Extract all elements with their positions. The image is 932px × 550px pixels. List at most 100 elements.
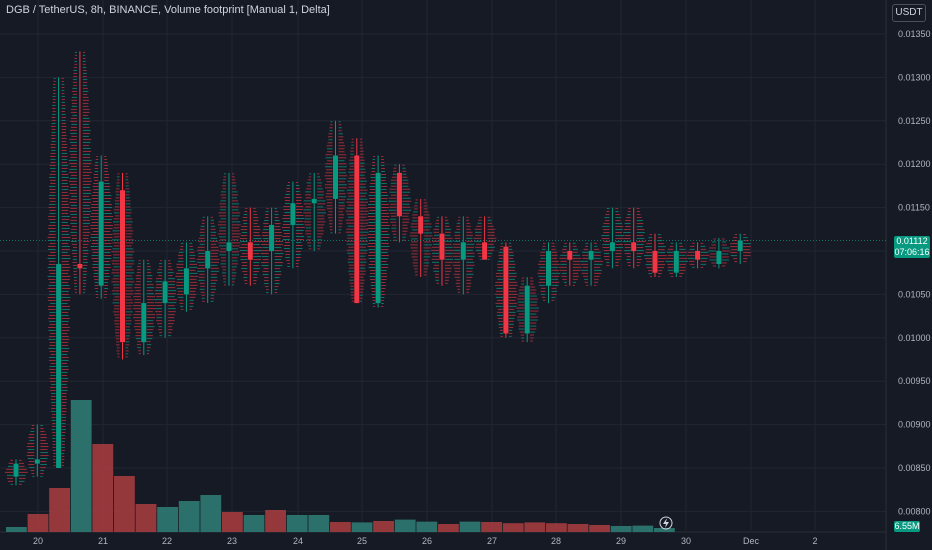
price-tick-label: 0.00900: [898, 420, 931, 430]
candle-body: [183, 268, 189, 295]
time-tick-label: 28: [551, 536, 561, 546]
last-price-value: 0.01112: [896, 236, 928, 246]
time-tick-label: Dec: [743, 536, 760, 546]
candle-body: [652, 251, 658, 273]
price-tick-label: 0.01050: [898, 289, 931, 299]
candle-body: [460, 242, 466, 260]
candle-body: [631, 242, 637, 251]
chart-grid: [0, 0, 887, 550]
bar-countdown: 07:06:16: [894, 247, 930, 257]
price-tick-label: 0.00850: [898, 463, 931, 473]
candle-body: [141, 303, 147, 343]
time-tick-label: 22: [162, 536, 172, 546]
time-tick-label: 30: [681, 536, 691, 546]
symbol-title[interactable]: DGB / TetherUS, 8h, BINANCE, Volume foot…: [6, 4, 330, 16]
time-axis: 20 21 22 23 24 25 26 27 28 29 30 Dec 2: [33, 536, 818, 546]
candle-body: [524, 285, 530, 334]
price-tick-label: 0.00800: [898, 506, 931, 516]
volume-bar: [70, 400, 92, 532]
volume-bar: [330, 522, 351, 532]
price-tick-label: 0.00950: [898, 376, 931, 386]
time-tick-label: 2: [812, 536, 817, 546]
volume-bar: [502, 523, 524, 532]
volume-bar: [222, 512, 243, 532]
volume-bars: [6, 400, 675, 532]
volume-bar: [654, 528, 675, 532]
time-tick-label: 21: [98, 536, 108, 546]
volume-bar: [178, 501, 200, 532]
candle-body: [34, 459, 40, 464]
last-price-tag: 0.01112 07:06:16: [894, 236, 930, 258]
candle-body: [311, 198, 317, 204]
candle-body: [77, 264, 83, 269]
price-tick-label: 0.01000: [898, 333, 931, 343]
volume-bar: [546, 523, 567, 532]
time-tick-label: 27: [487, 536, 497, 546]
volume-bar: [135, 504, 157, 532]
candle-body: [56, 264, 62, 468]
candle-body: [482, 242, 488, 260]
volume-bar: [567, 524, 589, 532]
candle-body: [120, 190, 125, 343]
volume-bar: [27, 514, 49, 532]
time-tick-label: 23: [227, 536, 237, 546]
price-tick-label: 0.01350: [898, 29, 931, 39]
candle-body: [716, 251, 722, 265]
time-tick-label: 20: [33, 536, 43, 546]
candle-body: [673, 251, 679, 273]
volume-bar: [114, 476, 135, 532]
volume-bar: [610, 526, 632, 532]
candle-body: [546, 251, 551, 286]
time-tick-label: 29: [616, 536, 626, 546]
price-tick-label: 0.01200: [898, 159, 931, 169]
price-candles: [13, 51, 743, 486]
volume-bar: [481, 522, 502, 532]
candle-body: [439, 233, 445, 260]
price-tick-label: 0.01300: [898, 72, 931, 82]
candle-body: [247, 242, 253, 260]
volume-bar: [49, 488, 70, 532]
candle-body: [226, 242, 232, 251]
volume-bar: [6, 527, 27, 532]
candle-body: [588, 251, 594, 260]
currency-button[interactable]: USDT: [892, 4, 926, 22]
candle-body: [333, 155, 338, 199]
candle-body: [205, 251, 211, 269]
candle-body: [354, 155, 360, 304]
candle-body: [98, 181, 104, 286]
candle-body: [290, 203, 296, 225]
volume-bar: [438, 524, 459, 532]
candle-body: [13, 463, 19, 477]
volume-footprints: [5, 51, 751, 485]
volume-bar: [351, 522, 373, 532]
volume-bar: [286, 515, 308, 532]
volume-bar: [459, 521, 481, 532]
time-tick-label: 25: [357, 536, 367, 546]
volume-bar: [416, 521, 438, 532]
volume-bar: [243, 515, 265, 532]
replay-icon[interactable]: [659, 516, 673, 530]
volume-bar: [92, 444, 114, 532]
candle-body: [503, 246, 509, 334]
volume-bar: [308, 515, 330, 532]
volume-bar: [632, 525, 654, 532]
candle-body: [737, 240, 743, 251]
time-tick-label: 24: [293, 536, 303, 546]
volume-bar: [265, 510, 286, 532]
candle-body: [269, 224, 275, 251]
candle-body: [609, 242, 615, 251]
candle-body: [418, 216, 424, 234]
price-tick-label: 0.01150: [898, 203, 930, 213]
price-tick-label: 0.01250: [898, 116, 931, 126]
candle-body: [695, 251, 701, 260]
volume-bar: [200, 495, 222, 532]
candle-body: [567, 251, 573, 260]
candle-body: [396, 172, 402, 217]
candle-body: [162, 281, 168, 304]
volume-bar: [524, 522, 546, 532]
volume-bar: [589, 525, 610, 532]
time-tick-label: 26: [422, 536, 432, 546]
volume-bar: [373, 521, 394, 532]
volume-badge: 6.55M: [894, 521, 920, 532]
